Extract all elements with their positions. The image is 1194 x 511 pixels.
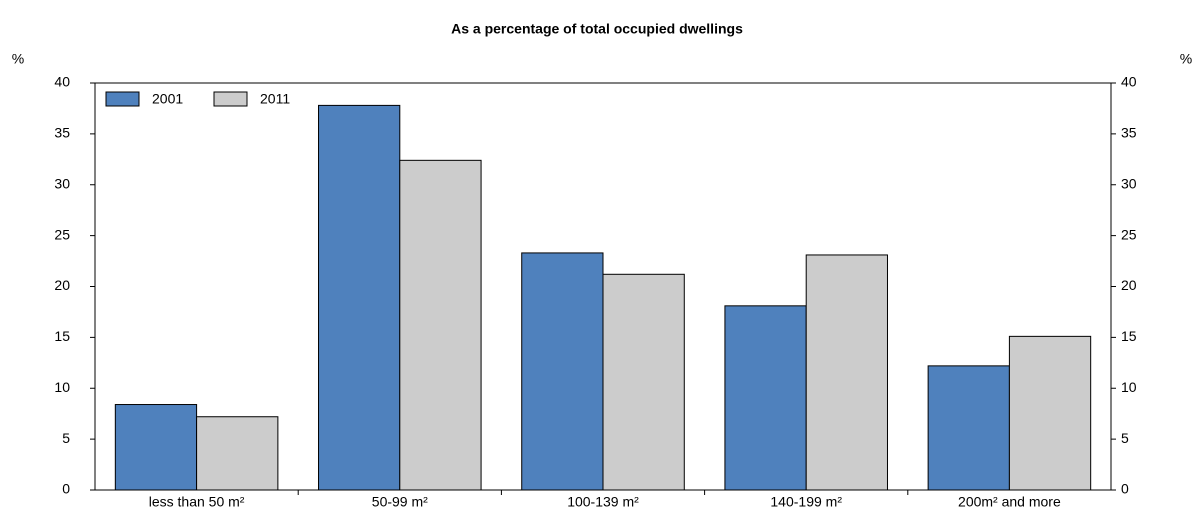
y2-tick-label: 20 <box>1121 277 1137 293</box>
x-tick-label: 50-99 m² <box>372 494 428 510</box>
y-axis-label: % <box>12 51 24 67</box>
legend-label: 2001 <box>152 91 183 107</box>
y-tick-label: 0 <box>62 481 70 497</box>
bar <box>114 404 198 491</box>
bar <box>521 252 604 491</box>
bar <box>196 416 279 491</box>
bar <box>805 254 888 491</box>
y2-tick-label: 35 <box>1121 125 1137 141</box>
bar <box>927 365 1010 491</box>
y-tick-label: 40 <box>54 74 70 90</box>
y2-tick-label: 5 <box>1121 430 1129 446</box>
y2-tick-label: 30 <box>1121 175 1137 191</box>
x-tick-label: 200m² and more <box>958 494 1061 510</box>
y2-tick-label: 0 <box>1121 481 1129 497</box>
x-tick-label: 100-139 m² <box>567 494 639 510</box>
legend-swatch <box>105 91 140 107</box>
y-tick-label: 25 <box>54 226 70 242</box>
y-tick-label: 35 <box>54 125 70 141</box>
chart-title: As a percentage of total occupied dwelli… <box>451 21 743 37</box>
y2-tick-label: 40 <box>1121 74 1137 90</box>
y-tick-label: 30 <box>54 175 70 191</box>
y-tick-label: 20 <box>54 277 70 293</box>
x-tick-label: less than 50 m² <box>149 494 245 510</box>
y-tick-label: 10 <box>54 379 70 395</box>
y-tick-label: 5 <box>62 430 70 446</box>
bar <box>724 305 807 491</box>
x-tick-label: 140-199 m² <box>770 494 842 510</box>
y2-tick-label: 25 <box>1121 226 1137 242</box>
legend-label: 2011 <box>260 91 290 107</box>
y-tick-label: 15 <box>54 328 70 344</box>
y2-axis-label: % <box>1180 51 1192 67</box>
bar <box>399 159 482 491</box>
bar <box>602 273 685 491</box>
y2-tick-label: 15 <box>1121 328 1137 344</box>
legend-swatch <box>213 91 248 107</box>
bar <box>318 104 401 491</box>
y2-tick-label: 10 <box>1121 379 1137 395</box>
plot-frame <box>94 82 1112 491</box>
bar <box>1008 335 1092 491</box>
